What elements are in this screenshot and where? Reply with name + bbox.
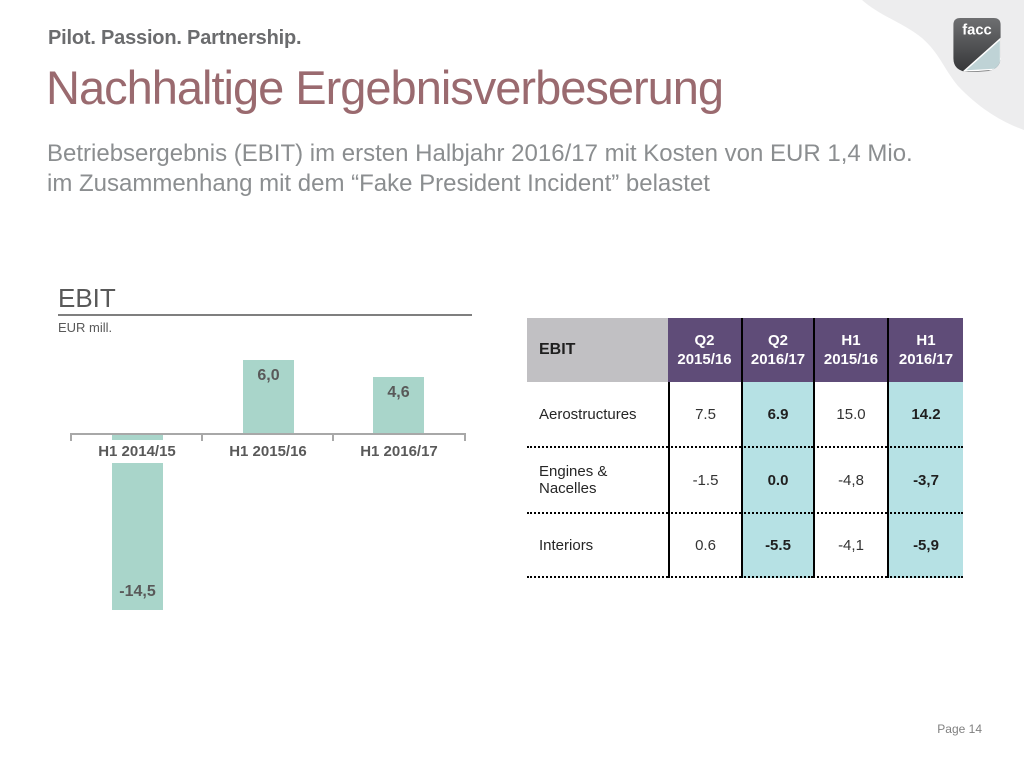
axis-tick xyxy=(70,433,72,441)
slide-subtitle: Betriebsergebnis (EBIT) im ersten Halbja… xyxy=(47,140,913,197)
table-cell: -5.5 xyxy=(741,514,813,578)
table-row-label: Aerostructures xyxy=(527,382,668,448)
axis-tick xyxy=(464,433,466,441)
logo-sail-icon xyxy=(962,36,1001,72)
table-header-ebit: EBIT xyxy=(527,318,668,382)
x-axis-label: H1 2015/16 xyxy=(221,440,315,463)
logo-text: facc xyxy=(962,23,992,39)
table-cell: -4,8 xyxy=(813,448,887,514)
table-cell: -5,9 xyxy=(887,514,963,578)
table-cell: -4,1 xyxy=(813,514,887,578)
bar-value-label: -14,5 xyxy=(119,583,156,600)
facc-logo: facc xyxy=(953,17,1001,73)
chart-unit-label: EUR mill. xyxy=(58,320,113,335)
table-header-h1-2016-17: H1 2016/17 xyxy=(887,318,963,382)
table-row-label: Engines & Nacelles xyxy=(527,448,668,514)
table-cell: 14.2 xyxy=(887,382,963,448)
table-header-q2-2016-17: Q2 2016/17 xyxy=(741,318,813,382)
chart-heading-rule xyxy=(58,314,472,316)
table-cell: 0.6 xyxy=(668,514,741,578)
ebit-table: EBIT Q2 2015/16 Q2 2016/17 H1 2015/16 H1… xyxy=(527,318,963,578)
axis-tick xyxy=(332,433,334,441)
table-cell: 6.9 xyxy=(741,382,813,448)
table-cell: -3,7 xyxy=(887,448,963,514)
table-header-h1-2015-16: H1 2015/16 xyxy=(813,318,887,382)
x-axis-label: H1 2014/15 xyxy=(90,440,184,463)
slide-title: Nachhaltige Ergebnisverbeserung xyxy=(46,61,724,114)
table-cell: 7.5 xyxy=(668,382,741,448)
bar-h1-2016-17: 4,6 xyxy=(373,377,424,433)
table-cell: -1.5 xyxy=(668,448,741,514)
table-cell: 15.0 xyxy=(813,382,887,448)
chart-heading: EBIT xyxy=(58,283,116,313)
x-axis-label: H1 2016/17 xyxy=(352,440,446,463)
table-row-label: Interiors xyxy=(527,514,668,578)
table-cell: 0.0 xyxy=(741,448,813,514)
brand-tagline: Pilot. Passion. Partnership. xyxy=(48,27,302,49)
bar-value-label: 6,0 xyxy=(257,367,280,384)
page-number: Page 14 xyxy=(937,722,982,736)
bar-value-label: 4,6 xyxy=(387,384,410,401)
axis-tick xyxy=(201,433,203,441)
bar-h1-2015-16: 6,0 xyxy=(243,360,294,433)
bar-h1-2014-15: -14,5 xyxy=(112,435,163,610)
chart-x-axis xyxy=(70,433,466,435)
table-header-q2-2015-16: Q2 2015/16 xyxy=(668,318,741,382)
